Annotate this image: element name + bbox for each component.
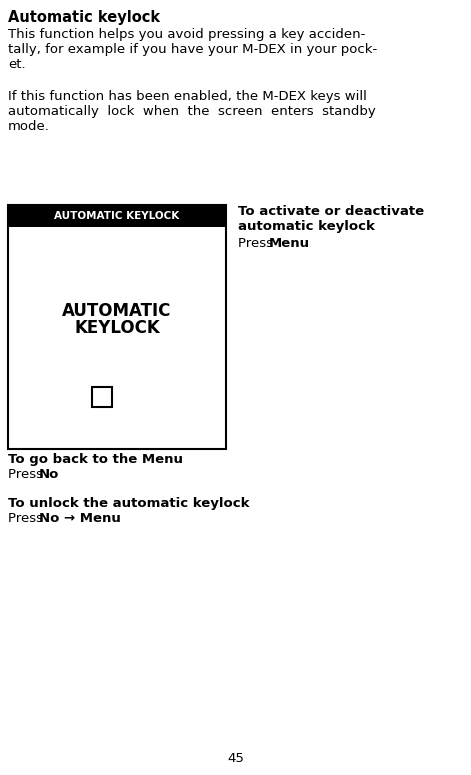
Text: et.: et. — [8, 58, 25, 71]
Text: To activate or deactivate: To activate or deactivate — [238, 205, 424, 218]
Text: automatically  lock  when  the  screen  enters  standby: automatically lock when the screen enter… — [8, 105, 376, 118]
Text: No: No — [39, 468, 59, 481]
Text: mode.: mode. — [8, 120, 50, 133]
Text: Press: Press — [238, 237, 277, 250]
Text: Automatic keylock: Automatic keylock — [8, 10, 160, 25]
Text: To go back to the Menu: To go back to the Menu — [8, 453, 183, 466]
Text: To unlock the automatic keylock: To unlock the automatic keylock — [8, 497, 250, 510]
Text: Press: Press — [8, 512, 47, 525]
Text: tally, for example if you have your M-DEX in your pock-: tally, for example if you have your M-DE… — [8, 43, 377, 56]
Text: AUTOMATIC: AUTOMATIC — [62, 302, 172, 320]
Bar — [92, 387, 112, 407]
Text: This function helps you avoid pressing a key acciden-: This function helps you avoid pressing a… — [8, 28, 365, 41]
Bar — [9, 227, 225, 449]
Text: Menu: Menu — [269, 237, 310, 250]
Text: Press: Press — [8, 468, 47, 481]
Text: If this function has been enabled, the M-DEX keys will: If this function has been enabled, the M… — [8, 90, 367, 103]
Bar — [8, 205, 226, 227]
Text: automatic keylock: automatic keylock — [238, 220, 375, 233]
Text: KEYLOCK: KEYLOCK — [74, 319, 160, 337]
Text: 45: 45 — [227, 752, 244, 765]
Text: AUTOMATIC KEYLOCK: AUTOMATIC KEYLOCK — [54, 211, 179, 221]
Text: No → Menu: No → Menu — [39, 512, 121, 525]
Bar — [8, 205, 226, 449]
